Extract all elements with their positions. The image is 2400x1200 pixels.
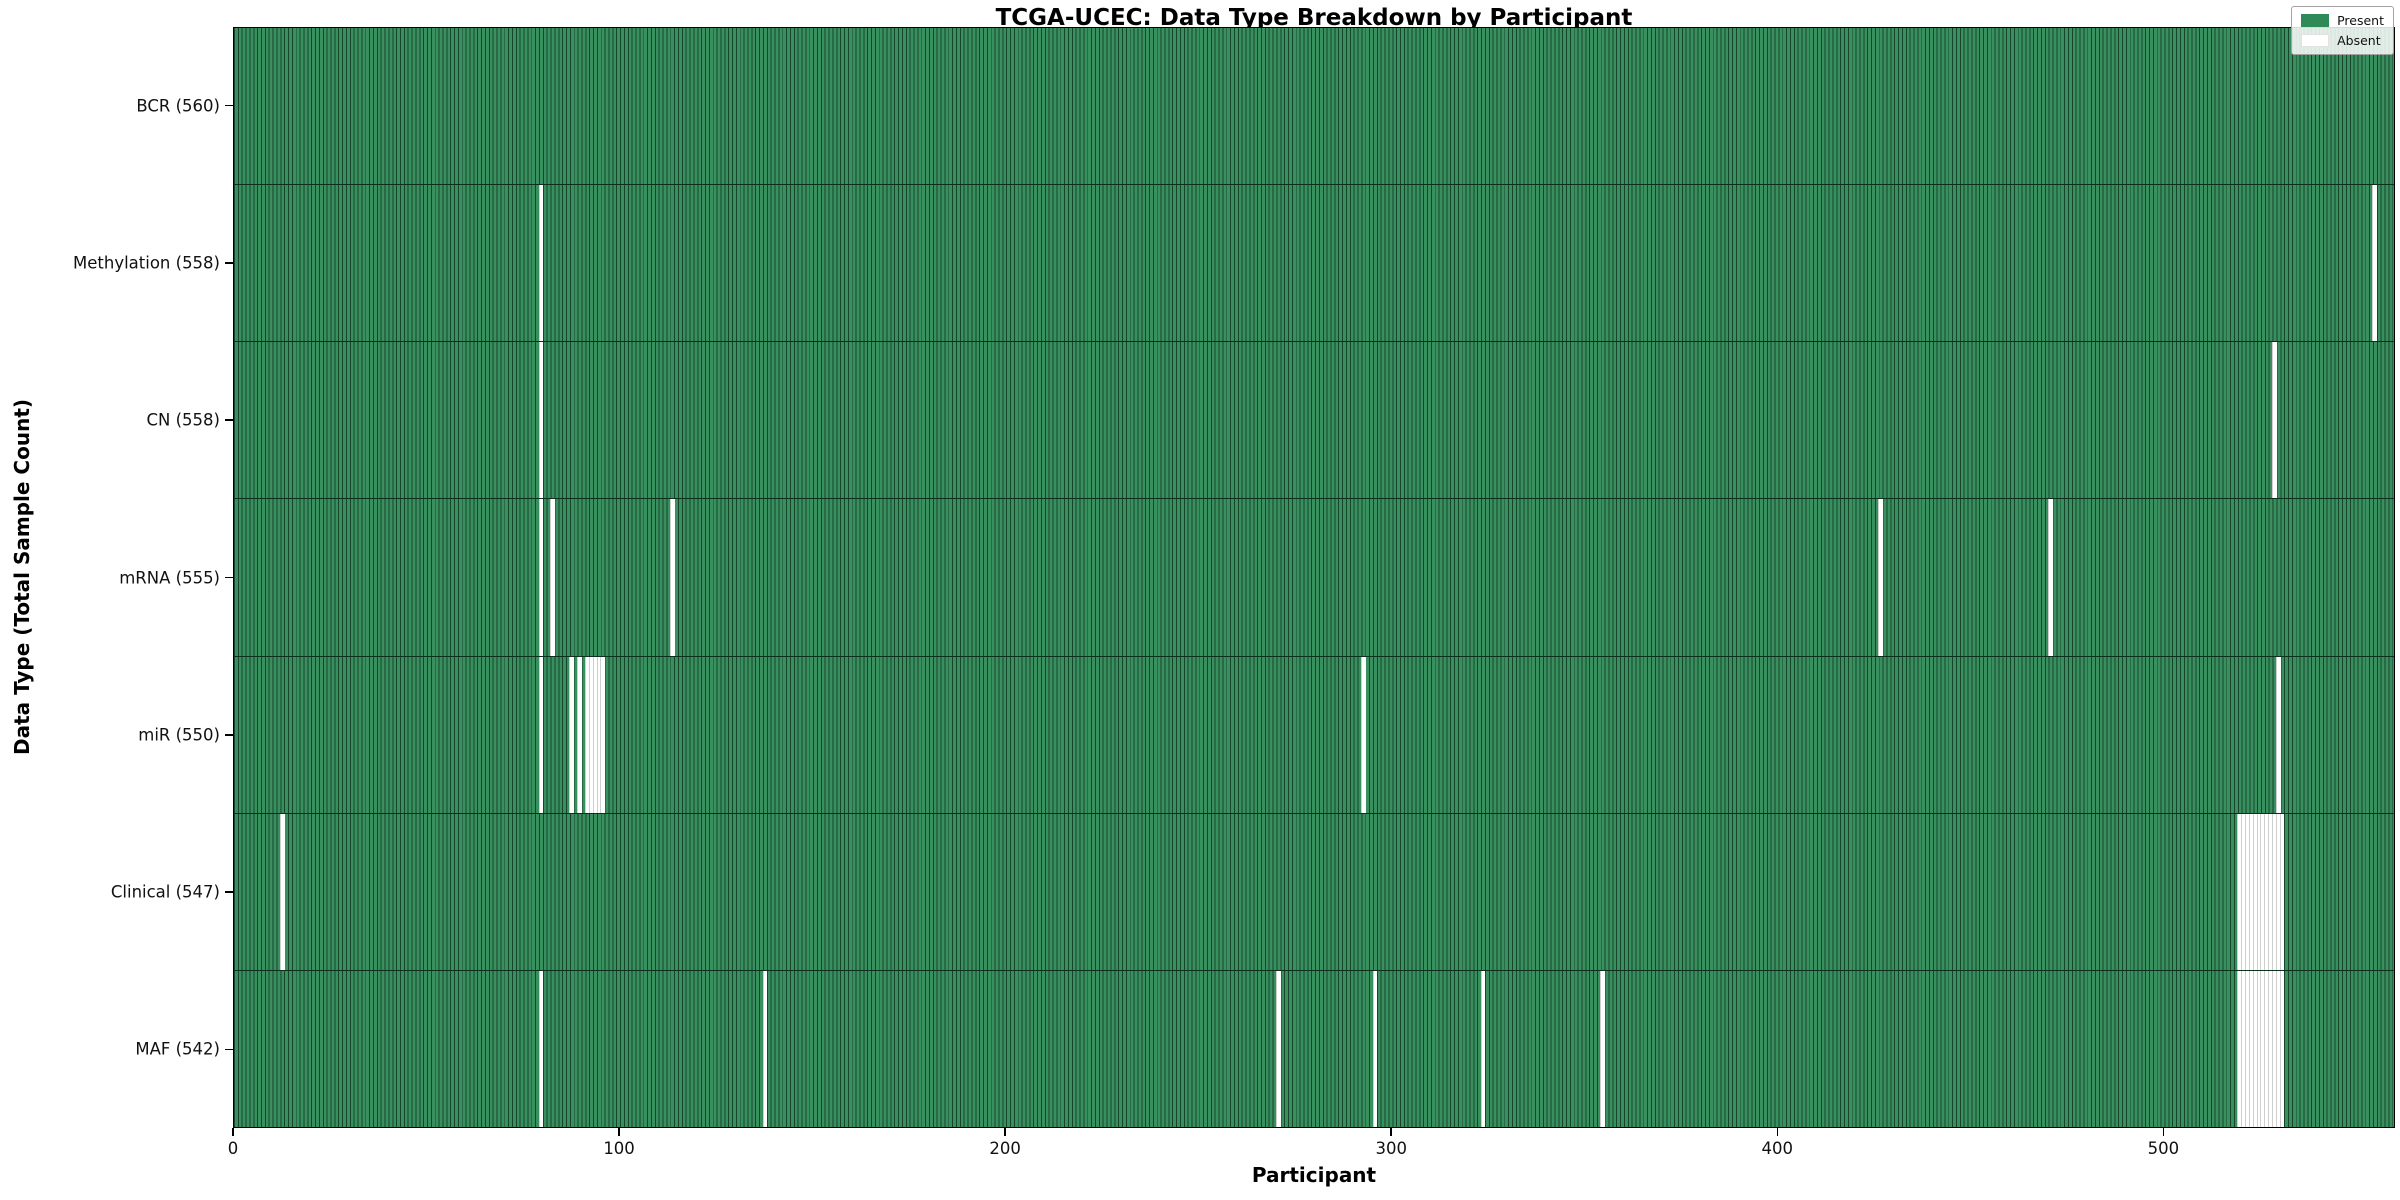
absent-gap: [1275, 970, 1281, 1127]
absent-gap: [538, 970, 544, 1127]
y-tick-label: MAF (542): [135, 1039, 220, 1059]
x-tick-mark: [232, 1128, 234, 1136]
y-tick-label: BCR (560): [136, 96, 220, 116]
present-swatch-icon: [2301, 14, 2330, 27]
absent-gap: [2237, 970, 2242, 1127]
absent-gap: [2237, 813, 2242, 970]
absent-gap: [550, 499, 555, 656]
absent-swatch-icon: [2301, 34, 2330, 47]
absent-gap: [1600, 970, 1605, 1127]
legend-entry-present: Present: [2301, 13, 2384, 28]
x-tick-mark: [618, 1128, 620, 1136]
y-tick-label: Methylation (558): [73, 253, 220, 273]
y-tick-label: mRNA (555): [119, 568, 220, 587]
absent-gap: [1372, 970, 1378, 1127]
x-tick-mark: [2162, 1128, 2165, 1136]
absent-gap: [2372, 185, 2378, 342]
absent-gap: [762, 970, 768, 1127]
y-tick-label: miR (550): [138, 725, 220, 745]
absent-gap: [2279, 970, 2285, 1127]
x-tick-mark: [1390, 1128, 1392, 1136]
absent-gap: [2268, 970, 2273, 1127]
absent-gap: [1360, 656, 1366, 813]
x-tick-label: 400: [1761, 1139, 1794, 1158]
absent-gap: [279, 813, 285, 970]
y-axis-title: Data Type (Total Sample Count): [10, 398, 34, 756]
absent-gap: [588, 656, 594, 813]
x-tick-mark: [1004, 1128, 1006, 1136]
absent-gap: [538, 499, 544, 656]
legend: Present Absent: [2291, 6, 2394, 55]
absent-gap: [2268, 813, 2273, 970]
absent-gap: [2241, 813, 2246, 970]
matrix-row-mrna: [234, 498, 2394, 656]
matrix-row-cn: [234, 341, 2394, 499]
absent-gap: [2264, 970, 2269, 1127]
x-tick-mark: [1776, 1128, 1779, 1136]
absent-gap: [2256, 813, 2262, 970]
x-tick-label: 300: [1375, 1139, 1407, 1158]
absent-gap: [577, 656, 582, 813]
absent-gap: [538, 185, 544, 342]
matrix-row-maf: [234, 969, 2394, 1127]
absent-gap: [538, 342, 544, 499]
x-tick-label: 100: [603, 1139, 635, 1158]
absent-gap: [2245, 813, 2250, 970]
y-tick-mark: [225, 262, 233, 264]
legend-entry-absent: Absent: [2301, 33, 2384, 48]
absent-gap: [2241, 970, 2246, 1127]
absent-gap: [569, 656, 575, 813]
y-tick-mark: [225, 734, 233, 736]
absent-gap: [2272, 970, 2277, 1127]
absent-gap: [2248, 813, 2254, 970]
y-tick-label: CN (558): [146, 410, 220, 430]
matrix-row-methylation: [234, 184, 2394, 342]
absent-gap: [600, 656, 606, 813]
plot-area: [233, 27, 2395, 1128]
absent-gap: [2245, 970, 2250, 1127]
absent-gap: [2252, 970, 2258, 1127]
x-axis-title: Participant: [1251, 1163, 1377, 1187]
y-tick-mark: [225, 891, 233, 893]
absent-gap: [596, 656, 602, 813]
y-tick-mark: [225, 576, 233, 579]
x-tick-label: 200: [989, 1139, 1021, 1158]
matrix-row-clinical: [234, 812, 2394, 970]
y-tick-label: Clinical (547): [110, 882, 220, 902]
y-tick-mark: [225, 104, 233, 107]
absent-gap: [2275, 970, 2281, 1127]
absent-gap: [2260, 813, 2266, 970]
absent-gap: [2252, 813, 2258, 970]
x-tick-label: 500: [2147, 1139, 2180, 1158]
x-tick-label: 0: [227, 1139, 239, 1158]
absent-gap: [669, 499, 675, 656]
absent-gap: [2248, 970, 2254, 1127]
matrix-row-bcr: [234, 28, 2394, 185]
absent-gap: [2048, 499, 2053, 656]
absent-gap: [1878, 499, 1883, 656]
absent-gap: [2264, 813, 2269, 970]
absent-gap: [2279, 813, 2285, 970]
absent-gap: [2272, 813, 2277, 970]
legend-label-present: Present: [2337, 13, 2384, 28]
absent-gap: [584, 656, 590, 813]
absent-gap: [2260, 970, 2266, 1127]
absent-gap: [2256, 970, 2262, 1127]
absent-gap: [592, 656, 598, 813]
absent-gap: [2275, 813, 2281, 970]
absent-gap: [1480, 970, 1486, 1127]
y-tick-mark: [225, 1048, 233, 1051]
absent-gap: [2275, 656, 2281, 813]
matrix-row-mir: [234, 655, 2394, 813]
chart-title: TCGA-UCEC: Data Type Breakdown by Partic…: [995, 5, 1633, 31]
legend-label-absent: Absent: [2337, 33, 2381, 48]
y-tick-mark: [225, 419, 233, 421]
absent-gap: [2272, 342, 2277, 499]
absent-gap: [538, 656, 544, 813]
